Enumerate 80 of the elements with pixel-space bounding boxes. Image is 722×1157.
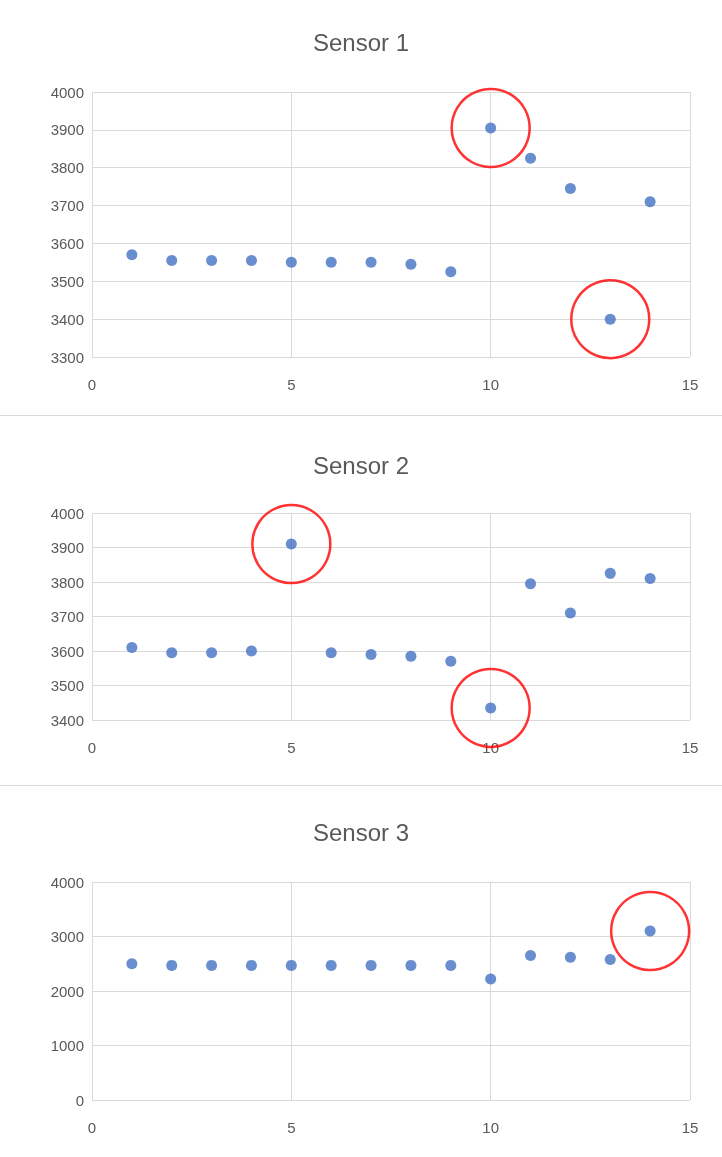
point <box>365 959 377 971</box>
point <box>485 702 497 714</box>
point <box>445 959 457 971</box>
point <box>525 578 537 590</box>
point <box>365 648 377 660</box>
point <box>525 950 537 962</box>
x-tick-label: 0 <box>87 1119 97 1136</box>
point <box>166 254 178 266</box>
point <box>450 87 531 169</box>
x-tick-label: 15 <box>681 376 699 393</box>
y-tick-label: 3300 <box>50 348 84 366</box>
x-tick-label: 15 <box>681 739 699 756</box>
point <box>445 266 457 278</box>
point <box>445 655 457 667</box>
point <box>245 959 257 971</box>
point <box>609 890 691 972</box>
y-tick-label: 3800 <box>50 573 84 591</box>
y-tick-label: 2000 <box>50 982 84 1000</box>
point <box>126 642 138 654</box>
x-tick-label: 10 <box>482 1119 500 1136</box>
chart-title: Sensor 3 <box>312 818 410 846</box>
point <box>126 249 138 261</box>
point <box>206 647 218 659</box>
point <box>166 647 178 659</box>
point <box>285 538 297 550</box>
y-tick-label: 3900 <box>50 539 84 556</box>
point <box>285 256 297 268</box>
x-tick-label: 10 <box>482 376 500 393</box>
y-tick-label: 0 <box>75 1091 84 1109</box>
point <box>644 196 656 208</box>
point <box>325 959 337 971</box>
point <box>485 122 497 134</box>
point <box>564 183 576 195</box>
point <box>604 567 616 579</box>
y-tick-label: 3500 <box>50 677 84 694</box>
point <box>285 959 297 971</box>
point <box>485 973 497 985</box>
chart-title: Sensor 1 <box>312 28 410 56</box>
point <box>365 256 377 268</box>
x-tick-label: 5 <box>287 739 296 756</box>
point <box>405 959 417 971</box>
y-tick-label: 3900 <box>50 121 84 139</box>
y-tick-label: 3600 <box>50 642 84 660</box>
point <box>570 278 651 360</box>
point <box>405 650 417 662</box>
point <box>604 953 616 965</box>
y-tick-label: 4000 <box>50 873 84 891</box>
point <box>564 951 576 963</box>
y-tick-label: 4000 <box>50 83 84 101</box>
point <box>206 959 218 971</box>
point <box>564 607 576 619</box>
point <box>325 647 337 659</box>
point <box>206 254 218 266</box>
y-tick-label: 3500 <box>50 272 84 290</box>
point <box>166 959 178 971</box>
point <box>245 254 257 266</box>
y-tick-label: 3400 <box>50 310 84 328</box>
y-tick-label: 3400 <box>50 711 84 729</box>
y-tick-label: 3600 <box>50 234 84 252</box>
x-tick-label: 0 <box>87 376 97 393</box>
point <box>604 313 616 325</box>
y-tick-label: 3700 <box>50 197 84 215</box>
point <box>126 958 138 970</box>
point <box>325 256 337 268</box>
x-tick-label: 15 <box>681 1119 699 1136</box>
point <box>644 573 656 585</box>
y-tick-label: 3700 <box>50 608 84 625</box>
point <box>525 152 537 164</box>
y-tick-label: 4000 <box>50 504 84 522</box>
y-tick-label: 3000 <box>50 928 84 945</box>
point <box>405 258 417 270</box>
chart-title: Sensor 2 <box>312 451 410 479</box>
x-tick-label: 0 <box>87 739 97 756</box>
y-tick-label: 3800 <box>50 159 84 177</box>
point <box>245 645 257 657</box>
x-tick-label: 5 <box>287 1119 296 1136</box>
point <box>251 503 332 585</box>
y-tick-label: 1000 <box>50 1037 84 1054</box>
point <box>644 925 656 937</box>
x-tick-label: 5 <box>287 376 296 393</box>
